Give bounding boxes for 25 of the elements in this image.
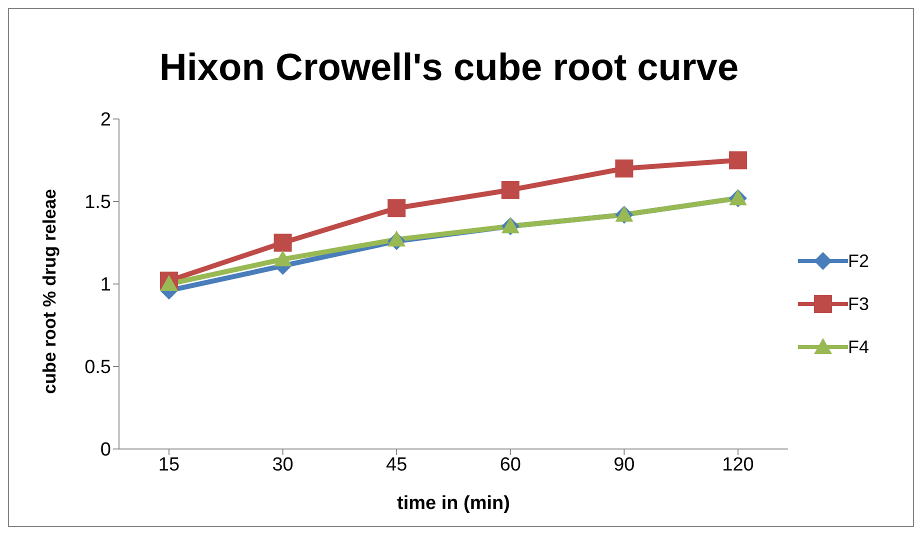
legend-label: F2 bbox=[848, 250, 869, 272]
x-tick-label: 60 bbox=[500, 454, 521, 476]
x-tick-label: 120 bbox=[722, 454, 754, 476]
legend-label: F4 bbox=[848, 336, 869, 358]
y-tick-label: 1.5 bbox=[84, 192, 111, 214]
point bbox=[728, 151, 747, 170]
y-tick-label: 2 bbox=[100, 110, 111, 131]
point bbox=[388, 230, 406, 246]
x-tick-label: 30 bbox=[272, 454, 294, 476]
point bbox=[274, 250, 292, 266]
y-tick-label: 0.5 bbox=[84, 357, 111, 378]
point bbox=[501, 180, 520, 199]
point bbox=[160, 275, 178, 291]
point bbox=[615, 160, 634, 178]
point bbox=[274, 234, 292, 252]
chart-title: Hixon Crowell's cube root curve bbox=[158, 47, 740, 90]
x-tick-label: 90 bbox=[614, 454, 635, 476]
x-tick-label: 15 bbox=[158, 454, 180, 476]
y-tick-label: 1 bbox=[100, 274, 111, 296]
y-tick-label: 0 bbox=[100, 440, 111, 461]
point bbox=[388, 199, 406, 218]
x-axis-title: time in (min) bbox=[397, 493, 510, 514]
legend-label: F3 bbox=[848, 294, 869, 314]
y-axis-title: cube root % drug releae bbox=[39, 188, 60, 394]
x-tick-label: 45 bbox=[386, 454, 408, 476]
